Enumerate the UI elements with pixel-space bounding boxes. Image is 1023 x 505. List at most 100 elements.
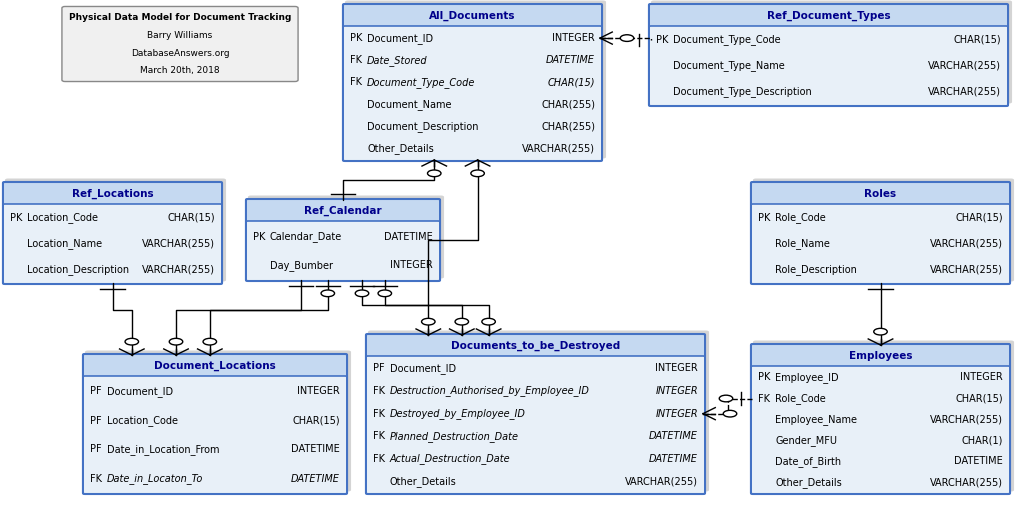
Text: PK: PK [758,213,770,223]
FancyBboxPatch shape [751,182,1010,206]
Text: VARCHAR(255): VARCHAR(255) [930,239,1003,249]
FancyBboxPatch shape [751,204,1010,284]
Text: Roles: Roles [864,189,896,199]
Text: All_Documents: All_Documents [430,11,516,21]
Text: INTEGER: INTEGER [552,33,595,43]
Text: VARCHAR(255): VARCHAR(255) [930,265,1003,275]
Text: FK: FK [373,431,385,441]
Text: Role_Code: Role_Code [775,393,826,404]
Text: DATETIME: DATETIME [292,444,340,454]
Text: DATETIME: DATETIME [385,231,433,241]
Text: Ref_Calendar: Ref_Calendar [304,206,382,216]
FancyBboxPatch shape [345,1,606,159]
Text: FK: FK [373,409,385,419]
Text: Employee_ID: Employee_ID [775,372,839,383]
Text: PK: PK [253,231,265,241]
FancyBboxPatch shape [751,366,1010,494]
Text: Actual_Destruction_Date: Actual_Destruction_Date [390,453,510,465]
Text: INTEGER: INTEGER [390,261,433,271]
Text: Document_Description: Document_Description [367,121,479,132]
Text: INTEGER: INTEGER [298,386,340,396]
Text: DATETIME: DATETIME [650,431,698,441]
Text: Document_ID: Document_ID [390,363,456,374]
Text: Location_Description: Location_Description [27,265,129,275]
Text: VARCHAR(255): VARCHAR(255) [928,61,1000,71]
Text: Other_Details: Other_Details [390,476,456,487]
Text: VARCHAR(255): VARCHAR(255) [142,265,215,275]
Text: Destruction_Authorised_by_Employee_ID: Destruction_Authorised_by_Employee_ID [390,385,590,396]
Text: FK: FK [373,386,385,396]
Text: VARCHAR(255): VARCHAR(255) [522,144,595,154]
Text: PK: PK [10,213,23,223]
Text: INTEGER: INTEGER [656,363,698,373]
FancyBboxPatch shape [5,178,226,281]
Circle shape [620,35,634,41]
Text: March 20th, 2018: March 20th, 2018 [140,67,220,76]
FancyBboxPatch shape [751,344,1010,368]
Circle shape [355,290,368,296]
Text: DATETIME: DATETIME [954,457,1003,467]
Circle shape [428,170,441,177]
Text: CHAR(15): CHAR(15) [547,77,595,87]
FancyBboxPatch shape [83,376,347,494]
Text: CHAR(255): CHAR(255) [541,99,595,110]
Text: Planned_Destruction_Date: Planned_Destruction_Date [390,431,519,442]
FancyBboxPatch shape [3,204,222,284]
Text: PF: PF [373,363,385,373]
Text: VARCHAR(255): VARCHAR(255) [928,87,1000,97]
FancyBboxPatch shape [753,340,1014,491]
Text: Ref_Document_Types: Ref_Document_Types [766,11,890,21]
FancyBboxPatch shape [366,356,705,494]
Circle shape [421,318,435,325]
Text: FK: FK [350,55,362,65]
Text: Document_Type_Name: Document_Type_Name [673,61,785,71]
Text: FK: FK [350,77,362,87]
Text: INTEGER: INTEGER [656,386,698,396]
Text: CHAR(15): CHAR(15) [168,213,215,223]
Circle shape [455,318,469,325]
FancyBboxPatch shape [246,221,440,281]
Text: CHAR(15): CHAR(15) [293,416,340,426]
Text: Location_Name: Location_Name [27,238,102,249]
Circle shape [125,338,138,345]
FancyBboxPatch shape [366,334,705,358]
Text: Physical Data Model for Document Tracking: Physical Data Model for Document Trackin… [69,13,292,22]
FancyBboxPatch shape [343,26,603,161]
Circle shape [203,338,217,345]
FancyBboxPatch shape [248,195,444,279]
Text: Document_Name: Document_Name [367,99,451,110]
Text: Location_Code: Location_Code [107,415,178,426]
Text: Document_ID: Document_ID [367,33,433,43]
Text: Role_Code: Role_Code [775,213,826,223]
Text: Employee_Name: Employee_Name [775,414,857,425]
Text: PK: PK [350,33,362,43]
Text: CHAR(15): CHAR(15) [955,213,1003,223]
Text: INTEGER: INTEGER [961,373,1003,382]
Text: PF: PF [90,416,101,426]
Text: Date_of_Birth: Date_of_Birth [775,456,841,467]
FancyBboxPatch shape [753,178,1014,281]
Text: Employees: Employees [849,351,913,361]
Circle shape [379,290,392,296]
Text: Date_Stored: Date_Stored [367,55,428,66]
Text: Documents_to_be_Destroyed: Documents_to_be_Destroyed [451,341,620,351]
Text: Document_Type_Code: Document_Type_Code [673,34,781,45]
Text: Document_Locations: Document_Locations [154,361,276,371]
Text: DATETIME: DATETIME [292,474,340,483]
Circle shape [169,338,183,345]
Text: Document_ID: Document_ID [107,386,173,397]
FancyBboxPatch shape [62,7,298,81]
Text: CHAR(1): CHAR(1) [962,435,1003,445]
Text: Date_in_Locaton_To: Date_in_Locaton_To [107,473,204,484]
Text: CHAR(15): CHAR(15) [953,35,1000,45]
Text: Ref_Locations: Ref_Locations [72,189,153,199]
Text: DATETIME: DATETIME [546,55,595,65]
FancyBboxPatch shape [343,4,603,28]
Text: DatabaseAnswers.org: DatabaseAnswers.org [131,48,229,58]
Text: Document_Type_Description: Document_Type_Description [673,86,811,97]
Text: Day_Bumber: Day_Bumber [270,260,333,271]
Text: CHAR(15): CHAR(15) [955,393,1003,403]
Text: PK: PK [758,373,770,382]
Text: Document_Type_Code: Document_Type_Code [367,77,476,88]
FancyBboxPatch shape [651,1,1012,104]
